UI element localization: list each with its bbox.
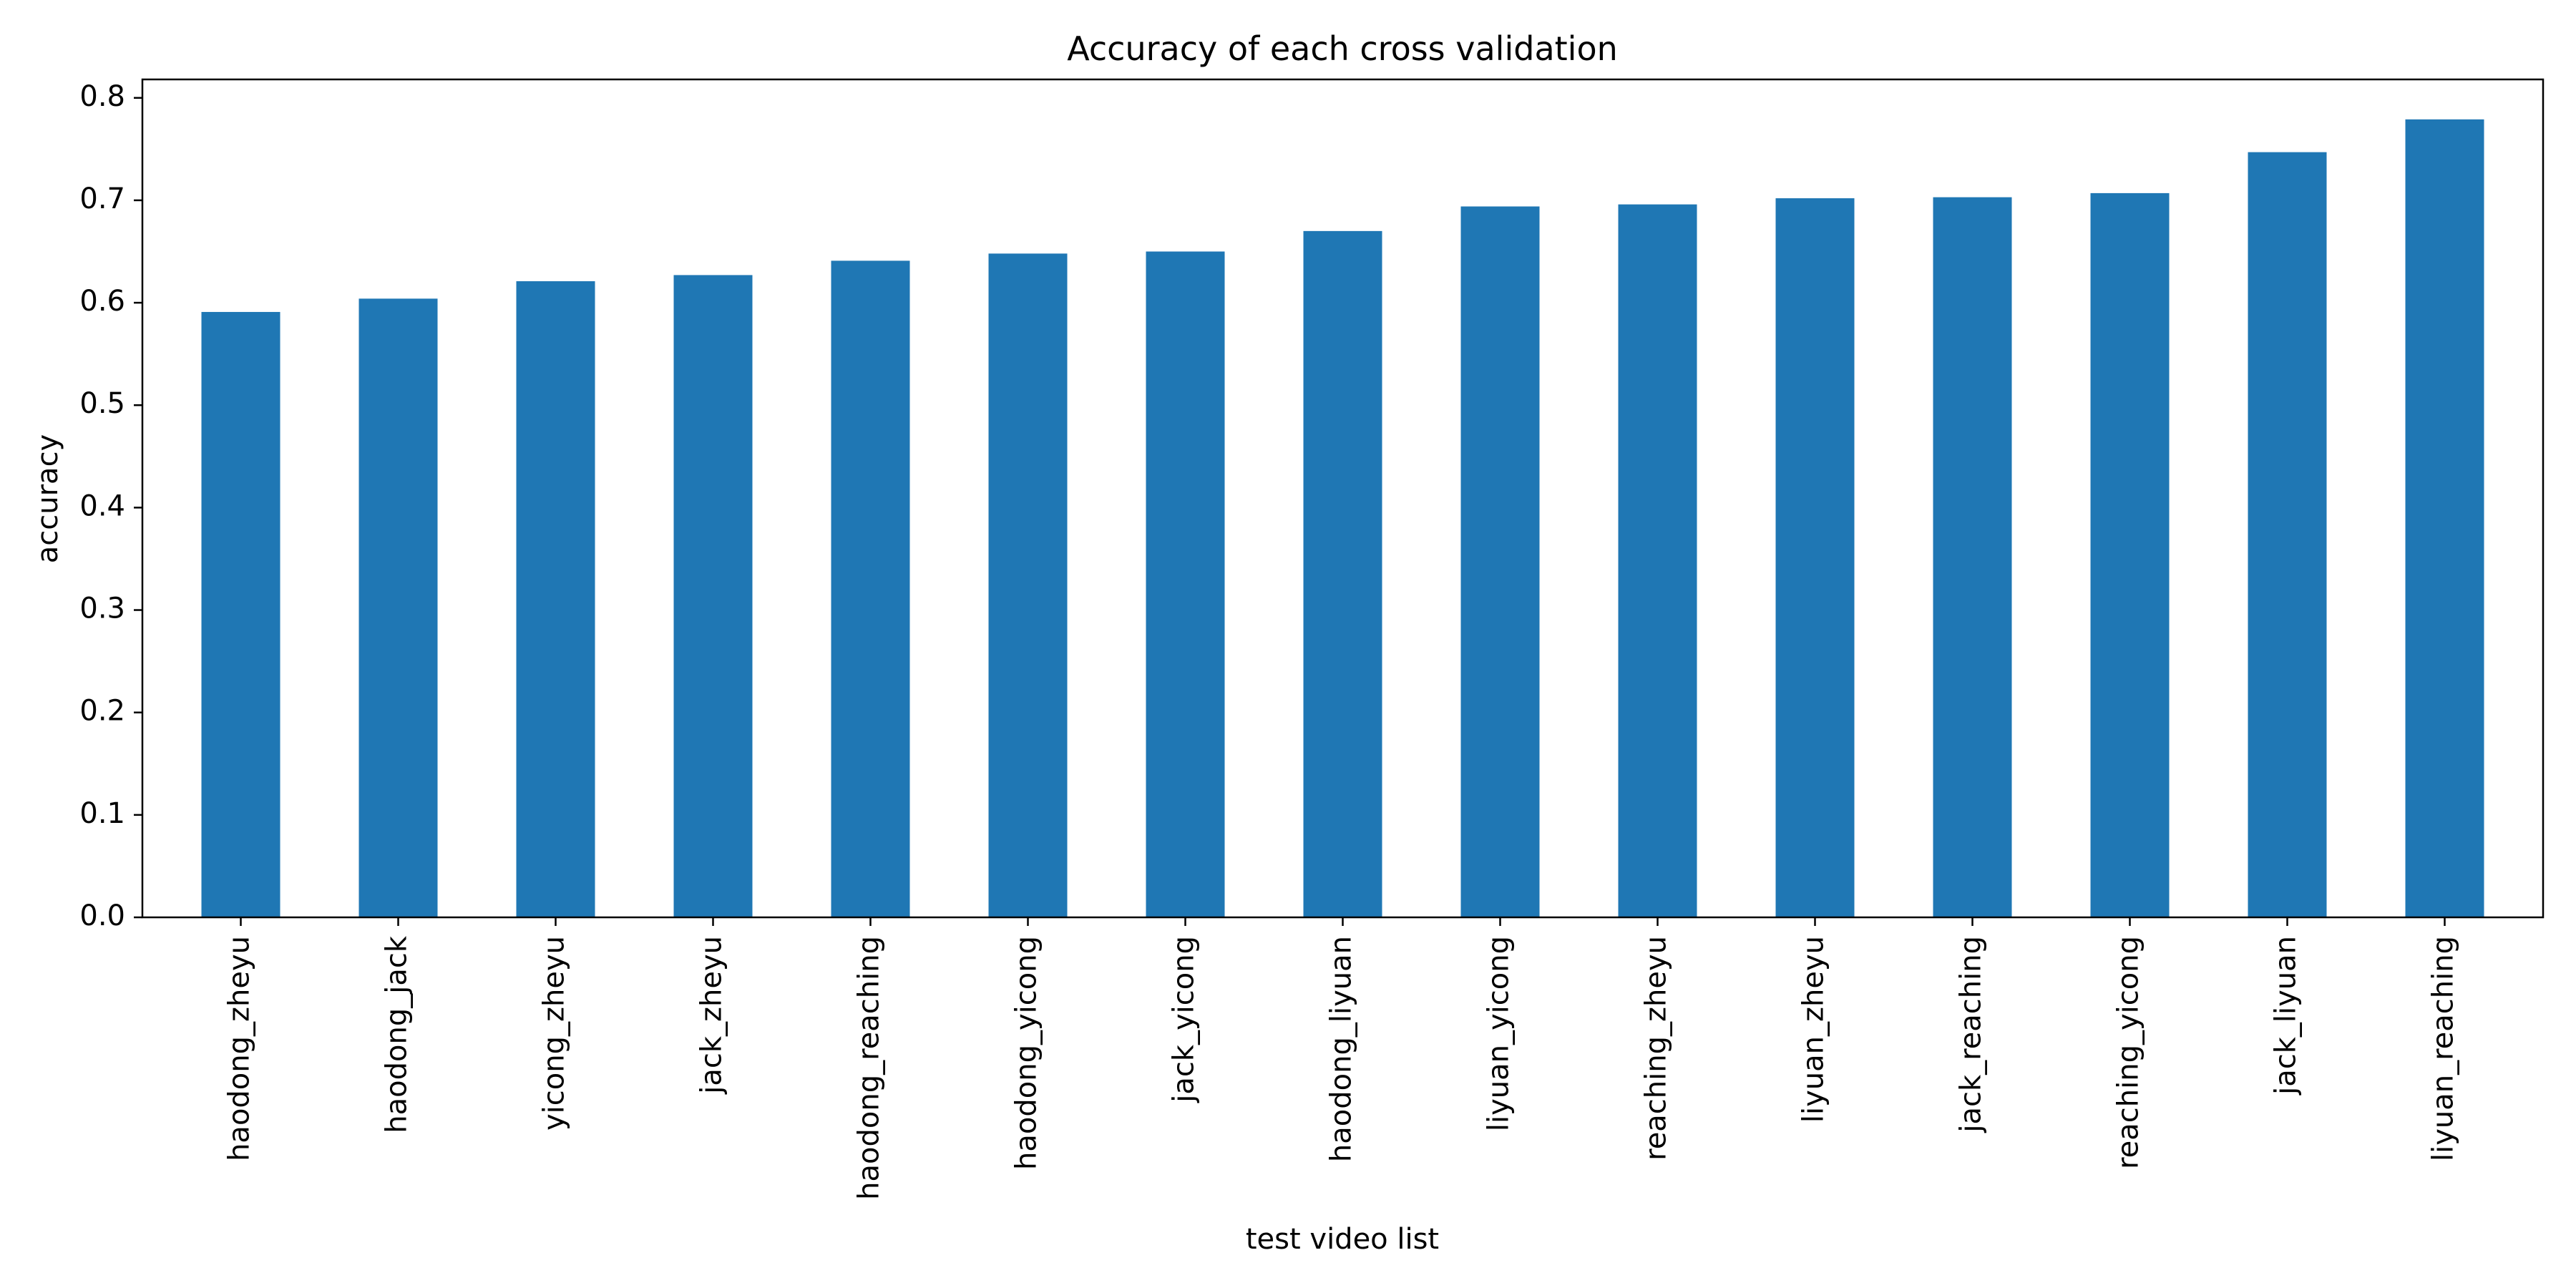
bar-jack-liyuan bbox=[2248, 152, 2327, 917]
x-tick-label: liyuan_zheyu bbox=[1797, 936, 1830, 1123]
bar-jack-zheyu bbox=[673, 275, 753, 917]
bar-haodong-liyuan bbox=[1303, 230, 1382, 917]
x-tick-label: liyuan_yicong bbox=[1483, 936, 1516, 1131]
bars-group bbox=[201, 119, 2484, 918]
x-tick-label: yicong_zheyu bbox=[538, 936, 571, 1131]
x-tick-label: reaching_yicong bbox=[2112, 936, 2145, 1169]
y-tick-label: 0.6 bbox=[79, 285, 125, 318]
x-tick-label: haodong_jack bbox=[381, 935, 414, 1133]
x-axis-ticks: haodong_zheyu haodong_jack yicong_zheyu jac… bbox=[223, 917, 2460, 1200]
x-tick-label: jack_yicong bbox=[1168, 936, 1201, 1103]
y-tick-label: 0.1 bbox=[79, 797, 125, 830]
bar-reaching-zheyu bbox=[1618, 204, 1697, 917]
x-tick-label: jack_reaching bbox=[1955, 936, 1988, 1133]
y-tick-label: 0.8 bbox=[79, 80, 125, 113]
bar-yicong-zheyu bbox=[516, 281, 595, 918]
bar-haodong-reaching bbox=[831, 260, 910, 917]
x-tick-label: haodong_yicong bbox=[1010, 936, 1043, 1170]
x-tick-label: jack_zheyu bbox=[696, 936, 728, 1095]
x-tick-label: reaching_zheyu bbox=[1640, 936, 1673, 1161]
y-axis-ticks: 0.0 0.1 0.2 0.3 0.4 0.5 0.6 0.7 0.8 bbox=[79, 80, 142, 932]
plot-frame bbox=[141, 78, 2545, 919]
bar-jack-reaching bbox=[1933, 197, 2012, 917]
x-tick-label: haodong_liyuan bbox=[1325, 936, 1358, 1162]
x-tick-label: jack_liyuan bbox=[2270, 936, 2303, 1096]
x-tick-label: haodong_reaching bbox=[853, 936, 886, 1200]
y-tick-label: 0.0 bbox=[79, 899, 125, 932]
x-tick-label: haodong_zheyu bbox=[223, 936, 256, 1161]
bar-liyuan-yicong bbox=[1460, 206, 1540, 918]
bar-haodong-zheyu bbox=[201, 311, 280, 917]
bar-reaching-yicong bbox=[2090, 192, 2170, 917]
bar-jack-yicong bbox=[1146, 251, 1225, 917]
bar-liyuan-zheyu bbox=[1775, 198, 1855, 917]
y-tick-label: 0.2 bbox=[79, 695, 125, 728]
x-axis-label: test video list bbox=[1246, 1223, 1439, 1256]
bar-haodong-yicong bbox=[988, 253, 1068, 918]
y-tick-label: 0.4 bbox=[79, 489, 125, 522]
chart-title: Accuracy of each cross validation bbox=[1067, 29, 1618, 68]
bar-liyuan-reaching bbox=[2405, 119, 2484, 917]
y-axis-label: accuracy bbox=[31, 434, 64, 563]
y-tick-label: 0.7 bbox=[79, 182, 125, 215]
bar-haodong-jack bbox=[358, 298, 438, 918]
y-tick-label: 0.3 bbox=[79, 592, 125, 625]
y-tick-label: 0.5 bbox=[79, 387, 125, 420]
x-tick-label: liyuan_reaching bbox=[2427, 936, 2460, 1161]
